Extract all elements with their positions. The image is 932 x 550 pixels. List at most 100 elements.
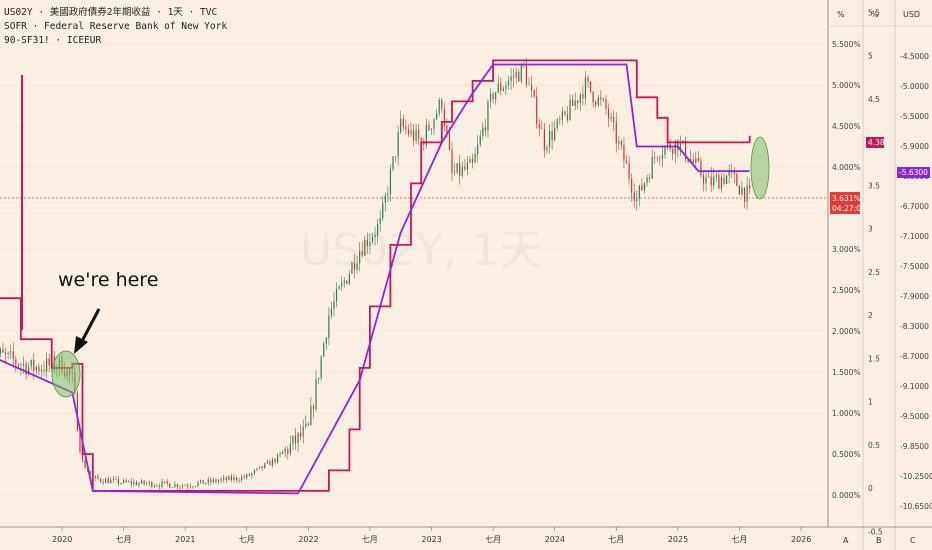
plot-background [0, 0, 828, 527]
candle-body [248, 474, 250, 476]
axis-c-tick: -9.8500 [900, 442, 929, 451]
candle-body [305, 423, 307, 427]
candle-body [482, 127, 484, 136]
x-tick-label: 七月 [485, 535, 501, 544]
legend-sofr[interactable]: SOFR · Federal Reserve Bank of New York [4, 21, 228, 32]
candle-body [115, 478, 117, 480]
candles [0, 57, 751, 491]
candle-body [246, 474, 248, 478]
candle-body [297, 432, 299, 444]
candle-body [382, 202, 384, 219]
highlight-ellipse-latest [750, 136, 770, 200]
candle-body [695, 158, 697, 163]
candle-body [294, 435, 297, 444]
candle-body [551, 130, 553, 140]
candle-body [548, 130, 551, 148]
x-tick-label: 2025 [668, 535, 688, 544]
axis-c-footer: C [910, 536, 916, 545]
candle-body [405, 126, 407, 130]
candle-body [664, 146, 666, 155]
axis-b-tick: 3 [868, 225, 873, 234]
svg-text:-5.6300: -5.6300 [899, 168, 928, 177]
candle-body [310, 406, 312, 426]
candle-body [12, 351, 14, 360]
candle-body [351, 262, 353, 274]
candle-body [746, 185, 748, 202]
candle-body [572, 99, 574, 106]
candle-body [700, 161, 702, 176]
candle-body [600, 97, 602, 100]
candle-body [146, 483, 148, 485]
candle-body [677, 140, 679, 151]
candle-body [723, 177, 725, 185]
candle-body [495, 92, 497, 100]
candle-body [261, 466, 263, 469]
axis-c-tick: -5.5000 [900, 112, 929, 121]
candle-body [315, 379, 317, 410]
candle-body [615, 121, 617, 144]
candle-body [597, 97, 599, 105]
candle-body [169, 483, 171, 488]
candle-body [105, 478, 107, 483]
axis-c-tick: -9.5000 [900, 412, 929, 421]
candle-body [420, 138, 422, 142]
candle-body [140, 480, 143, 484]
axis-b-footer: B [876, 536, 882, 545]
badge-us02y: 3.631% 04:27:08 [830, 192, 866, 214]
candle-body [561, 111, 563, 121]
candle-body [187, 485, 189, 487]
candle-body [292, 435, 294, 444]
candle-body [120, 483, 122, 484]
candle-body [251, 473, 253, 476]
candle-body [20, 365, 22, 367]
candle-body [679, 142, 681, 151]
candle-body [577, 100, 579, 103]
candle-body [156, 485, 158, 487]
candle-body [233, 477, 235, 481]
candle-body [441, 99, 443, 109]
candle-body [613, 117, 615, 122]
candle-body [207, 479, 209, 483]
axis-b-tick: 1 [868, 398, 873, 407]
candle-body [110, 479, 112, 484]
candle-body [43, 369, 45, 372]
candle-body [566, 114, 569, 120]
candle-body [330, 308, 333, 316]
axis-a-tick: 3.000% [832, 245, 861, 254]
candle-body [184, 485, 186, 487]
candle-body [125, 480, 127, 483]
candle-body [307, 423, 309, 426]
highlight-ellipse-now [51, 350, 81, 398]
candle-body [366, 240, 368, 247]
candle-body [633, 192, 635, 202]
candle-body [282, 451, 284, 454]
grid [0, 43, 828, 496]
legend-future[interactable]: 90-SF31! · ICEEUR [4, 35, 102, 46]
annotation-text: we're here [58, 269, 158, 291]
candle-body [502, 88, 504, 91]
candle-body [602, 99, 605, 100]
candle-body [94, 476, 96, 478]
candle-body [225, 477, 227, 481]
candle-body [97, 476, 99, 479]
legend-us02y[interactable]: US02Y · 美國政府債券2年期收益 · 1天 · TVC [4, 7, 218, 18]
candle-body [289, 443, 291, 454]
candle-body [618, 141, 620, 144]
candle-body [161, 481, 163, 487]
axis-c-tick: -4.5000 [900, 52, 929, 61]
candle-body [348, 273, 350, 284]
axis-a-tick: 2.500% [832, 286, 861, 295]
candle-body [176, 484, 179, 488]
candle-body [112, 478, 114, 480]
candle-body [212, 479, 214, 483]
candle-body [661, 154, 664, 159]
candle-body [636, 198, 638, 202]
axis-c-tick: -7.5000 [900, 262, 929, 271]
axis-a-tick: 5.000% [832, 81, 861, 90]
candle-body [448, 133, 451, 150]
axis-a-tick: 0.500% [832, 450, 861, 459]
candle-body [459, 163, 461, 176]
candle-body [346, 280, 348, 284]
candle-body [130, 481, 132, 485]
